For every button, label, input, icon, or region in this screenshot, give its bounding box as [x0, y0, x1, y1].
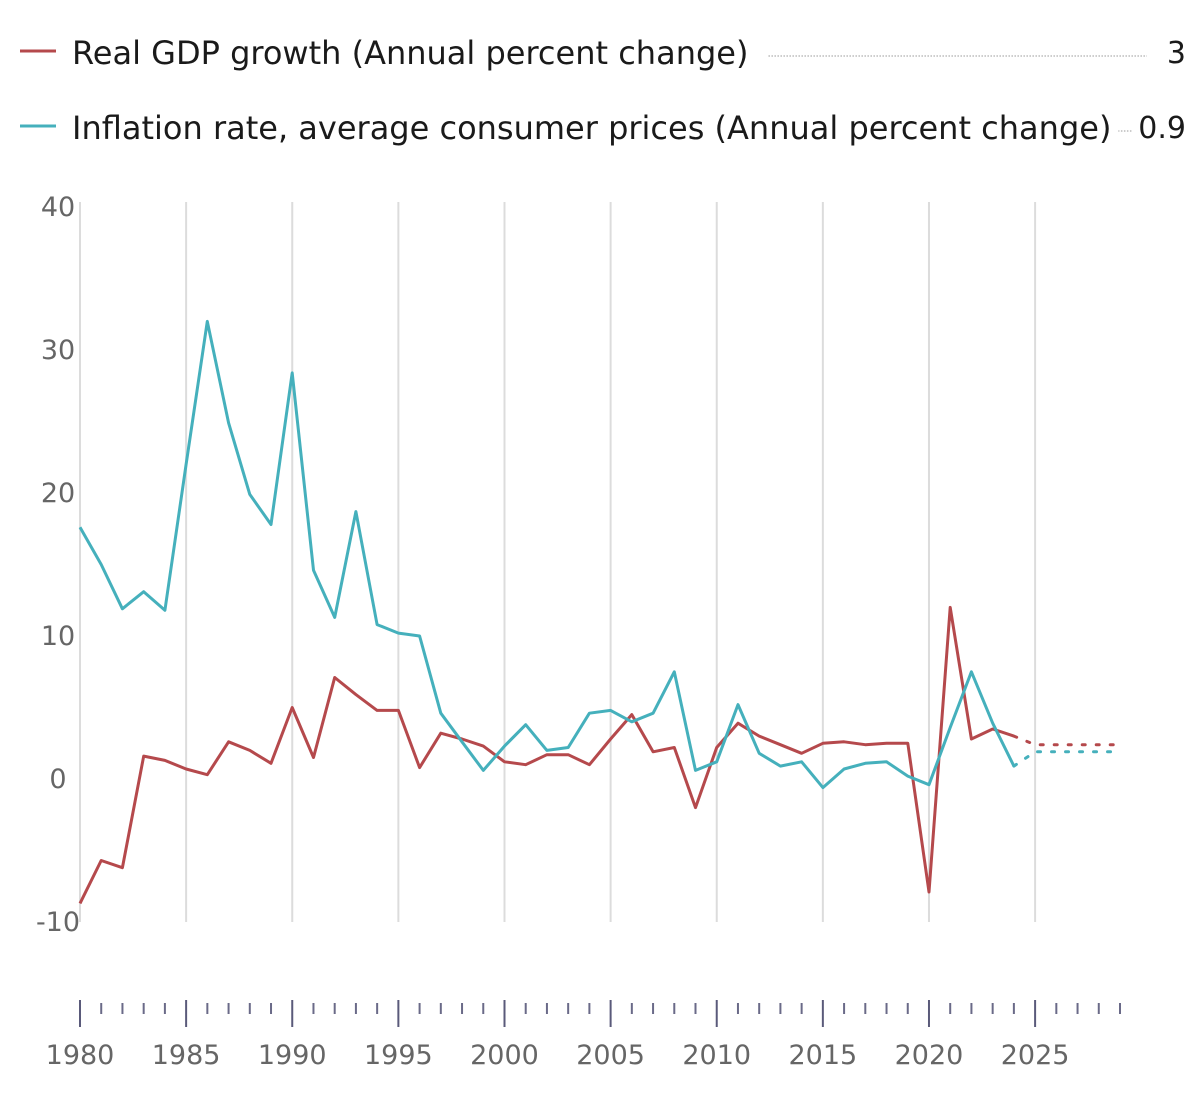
y-tick-label: 10	[41, 621, 75, 652]
x-tick-label: 1980	[46, 1040, 115, 1071]
y-axis: -10 0 10 20 30 40	[36, 192, 80, 938]
legend-value: 3	[1167, 36, 1186, 71]
grid	[79, 202, 1037, 922]
x-tick-label: 1995	[364, 1040, 433, 1071]
legend-value: 0.9	[1138, 111, 1186, 146]
x-tick-label: 1990	[258, 1040, 327, 1071]
y-tick-label: 30	[41, 335, 75, 366]
series-projection-0	[1012, 734, 1122, 747]
series-layer	[78, 319, 1122, 905]
x-tick-label: 1985	[152, 1040, 221, 1071]
x-tick-label: 2010	[682, 1040, 751, 1071]
x-tick-label: 2025	[1001, 1040, 1070, 1071]
series-projection-1	[1012, 750, 1122, 768]
legend-label: Real GDP growth (Annual percent change)	[72, 34, 748, 72]
x-tick-label: 2005	[576, 1040, 645, 1071]
series-line-1	[78, 319, 1016, 790]
x-tick-label: 2000	[470, 1040, 539, 1071]
y-tick-label: -10	[36, 907, 80, 938]
x-tick-label: 2020	[895, 1040, 964, 1071]
legend-label: Inflation rate, average consumer prices …	[72, 109, 1111, 147]
x-axis: 1980 1985 1990 1995 2000 2005 2010 2015 2020 2025	[46, 1000, 1121, 1071]
x-tick-label: 2015	[788, 1040, 857, 1071]
legend: Real GDP growth (Annual percent change) 3…	[20, 34, 1186, 147]
y-tick-label: 0	[49, 764, 66, 795]
series-line-0	[78, 605, 1015, 905]
y-tick-label: 20	[41, 478, 75, 509]
y-tick-label: 40	[41, 192, 75, 223]
